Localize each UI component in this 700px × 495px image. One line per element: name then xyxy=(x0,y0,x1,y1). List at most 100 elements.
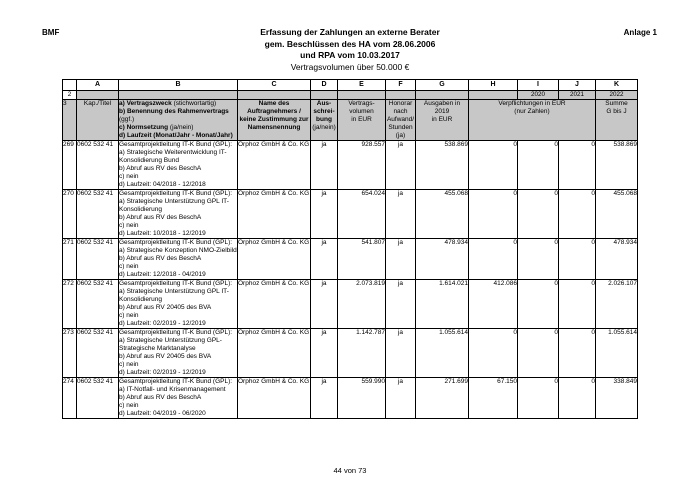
cell-auftragnehmer: Orphoz GmbH & Co. KG xyxy=(237,328,311,378)
col-letter-e: E xyxy=(337,79,386,91)
table-row: 273 0602 532 41 Gesamtprojektleitung IT-… xyxy=(62,328,638,378)
year-row-empty-g xyxy=(415,90,469,100)
cell-verpflichtung-2021: 0 xyxy=(517,189,559,239)
cell-vertragszweck: Gesamtprojektleitung IT-K Bund (GPL): a)… xyxy=(118,140,238,190)
cell-summe: 538.869 xyxy=(595,140,638,190)
row-number: 269 xyxy=(62,140,77,190)
row-number: 271 xyxy=(62,238,77,280)
header-ausgaben-2019: Ausgaben in 2019 in EUR xyxy=(415,99,469,141)
col-letter-h: H xyxy=(468,79,518,91)
year-row: 2 2020 2021 2022 xyxy=(62,90,638,100)
cell-verpflichtung-2020: 0 xyxy=(468,238,518,280)
cell-vertragszweck: Gesamtprojektleitung IT-K Bund (GPL): a)… xyxy=(118,189,238,239)
cell-honorar: ja xyxy=(385,189,416,239)
cell-ausschreibung: ja xyxy=(310,189,338,239)
cell-verpflichtung-2020: 0 xyxy=(468,140,518,190)
cell-auftragnehmer: Orphoz GmbH & Co. KG xyxy=(237,238,311,280)
cell-kap-titel: 0602 532 41 xyxy=(76,189,119,239)
cell-honorar: ja xyxy=(385,328,416,378)
cell-summe: 478.934 xyxy=(595,238,638,280)
cell-verpflichtung-2022: 0 xyxy=(558,189,596,239)
org-label: BMF xyxy=(42,28,60,37)
cell-verpflichtung-2022: 0 xyxy=(558,279,596,329)
cell-verpflichtung-2020: 0 xyxy=(468,189,518,239)
header-ausschreibung: Aus- schrei- bung (ja/nein) xyxy=(310,99,338,141)
col-letter-f: F xyxy=(385,79,416,91)
row-label-3: 3 xyxy=(62,99,77,141)
cell-ausschreibung: ja xyxy=(310,238,338,280)
cell-verpflichtung-2020: 412.086 xyxy=(468,279,518,329)
cell-kap-titel: 0602 532 41 xyxy=(76,140,119,190)
cell-vertragszweck: Gesamtprojektleitung IT-K Bund (GPL): a)… xyxy=(118,328,238,378)
page-subtitle: Vertragsvolumen über 50.000 € xyxy=(290,61,410,72)
table-row: 274 0602 532 41 Gesamtprojektleitung IT-… xyxy=(62,377,638,419)
cell-ausgaben-2019: 455.068 xyxy=(415,189,469,239)
cell-kap-titel: 0602 532 41 xyxy=(76,238,119,280)
cell-kap-titel: 0602 532 41 xyxy=(76,377,119,419)
header-vertragszweck: a) Vertragszweck (stichwortartig) b) Ben… xyxy=(118,99,238,141)
cell-honorar: ja xyxy=(385,279,416,329)
cell-summe: 338.849 xyxy=(595,377,638,419)
cell-verpflichtung-2022: 0 xyxy=(558,377,596,419)
cell-vertragszweck: Gesamtprojektleitung IT-K Bund (GPL): a)… xyxy=(118,377,238,419)
cell-ausgaben-2019: 538.869 xyxy=(415,140,469,190)
year-row-empty-d xyxy=(310,90,338,100)
cell-auftragnehmer: Orphoz GmbH & Co. KG xyxy=(237,140,311,190)
cell-vertragsvolumen: 1.142.787 xyxy=(337,328,386,378)
row-number: 270 xyxy=(62,189,77,239)
cell-verpflichtung-2021: 0 xyxy=(517,140,559,190)
corner-cell xyxy=(62,79,77,91)
cell-auftragnehmer: Orphoz GmbH & Co. KG xyxy=(237,279,311,329)
cell-ausschreibung: ja xyxy=(310,279,338,329)
cell-vertragsvolumen: 654.024 xyxy=(337,189,386,239)
page-title-line2: gem. Beschlüssen des HA vom 28.06.2006 xyxy=(264,38,436,49)
cell-verpflichtung-2021: 0 xyxy=(517,377,559,419)
cell-verpflichtung-2022: 0 xyxy=(558,140,596,190)
row-number: 273 xyxy=(62,328,77,378)
year-row-empty-f xyxy=(385,90,416,100)
row-number: 272 xyxy=(62,279,77,329)
header-summe: Summe G bis J xyxy=(595,99,638,141)
cell-auftragnehmer: Orphoz GmbH & Co. KG xyxy=(237,377,311,419)
year-row-empty-e xyxy=(337,90,386,100)
cell-verpflichtung-2022: 0 xyxy=(558,238,596,280)
cell-kap-titel: 0602 532 41 xyxy=(76,279,119,329)
col-letter-i: I xyxy=(517,79,559,91)
header-vertragsvolumen: Vertrags- volumen in EUR xyxy=(337,99,386,141)
header-verpflichtungen: Verpflichtungen in EUR (nur Zahlen) xyxy=(468,99,596,141)
year-row-empty-c xyxy=(237,90,311,100)
table-row: 270 0602 532 41 Gesamtprojektleitung IT-… xyxy=(62,189,638,239)
cell-vertragsvolumen: 559.990 xyxy=(337,377,386,419)
cell-vertragsvolumen: 541.807 xyxy=(337,238,386,280)
year-row-empty-b xyxy=(118,90,238,100)
cell-verpflichtung-2022: 0 xyxy=(558,328,596,378)
col-letter-j: J xyxy=(558,79,596,91)
header-kap-titel: Kap./Titel xyxy=(76,99,119,141)
cell-ausgaben-2019: 1.614.021 xyxy=(415,279,469,329)
cell-summe: 1.055.614 xyxy=(595,328,638,378)
cell-vertragsvolumen: 928.557 xyxy=(337,140,386,190)
table-row: 271 0602 532 41 Gesamtprojektleitung IT-… xyxy=(62,238,638,280)
year-2021: 2021 xyxy=(558,90,596,100)
year-row-empty-h xyxy=(468,90,518,100)
cell-ausgaben-2019: 1.055.614 xyxy=(415,328,469,378)
row-label-2: 2 xyxy=(62,90,77,100)
col-letter-c: C xyxy=(237,79,311,91)
cell-summe: 455.068 xyxy=(595,189,638,239)
page-number: 44 von 73 xyxy=(333,466,367,475)
year-2020: 2020 xyxy=(517,90,559,100)
cell-ausschreibung: ja xyxy=(310,328,338,378)
table-row: 272 0602 532 41 Gesamtprojektleitung IT-… xyxy=(62,279,638,329)
cell-verpflichtung-2020: 67.150 xyxy=(468,377,518,419)
cell-auftragnehmer: Orphoz GmbH & Co. KG xyxy=(237,189,311,239)
col-letter-a: A xyxy=(76,79,119,91)
header-row: 3 Kap./Titel a) Vertragszweck (stichwort… xyxy=(62,99,638,141)
header-honorar: Honorar nach Aufwand/ Stunden (ja) xyxy=(385,99,416,141)
table-row: 269 0602 532 41 Gesamtprojektleitung IT-… xyxy=(62,140,638,190)
year-row-empty-a xyxy=(76,90,119,100)
title-block: Erfassung der Zahlungen an externe Berat… xyxy=(0,27,700,73)
cell-verpflichtung-2021: 0 xyxy=(517,279,559,329)
cell-ausgaben-2019: 271.699 xyxy=(415,377,469,419)
cell-kap-titel: 0602 532 41 xyxy=(76,328,119,378)
